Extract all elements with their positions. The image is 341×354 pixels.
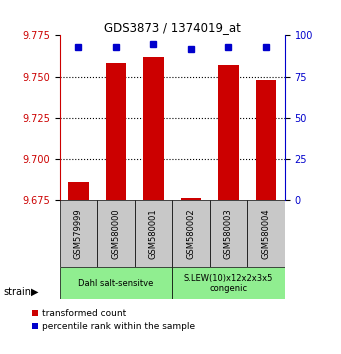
Bar: [135, 200, 172, 267]
Bar: [210, 200, 247, 267]
Text: GSM580004: GSM580004: [262, 208, 270, 259]
Bar: [106, 63, 126, 200]
Bar: [181, 198, 201, 200]
Text: Dahl salt-sensitve: Dahl salt-sensitve: [78, 279, 154, 288]
Title: GDS3873 / 1374019_at: GDS3873 / 1374019_at: [104, 21, 241, 34]
Bar: [68, 182, 89, 200]
Text: S.LEW(10)x12x2x3x5
congenic: S.LEW(10)x12x2x3x5 congenic: [184, 274, 273, 293]
Text: strain: strain: [3, 287, 31, 297]
Bar: [247, 200, 285, 267]
Bar: [97, 200, 135, 267]
Text: ▶: ▶: [31, 287, 38, 297]
Text: GSM579999: GSM579999: [74, 208, 83, 259]
Bar: [256, 80, 276, 200]
Text: GSM580000: GSM580000: [112, 208, 120, 259]
Text: GSM580001: GSM580001: [149, 208, 158, 259]
Bar: [218, 65, 239, 200]
Bar: [60, 267, 172, 299]
Bar: [60, 200, 97, 267]
Text: GSM580002: GSM580002: [187, 208, 195, 259]
Bar: [172, 267, 285, 299]
Bar: [143, 57, 164, 200]
Text: GSM580003: GSM580003: [224, 208, 233, 259]
Legend: transformed count, percentile rank within the sample: transformed count, percentile rank withi…: [32, 309, 195, 331]
Bar: [172, 200, 210, 267]
